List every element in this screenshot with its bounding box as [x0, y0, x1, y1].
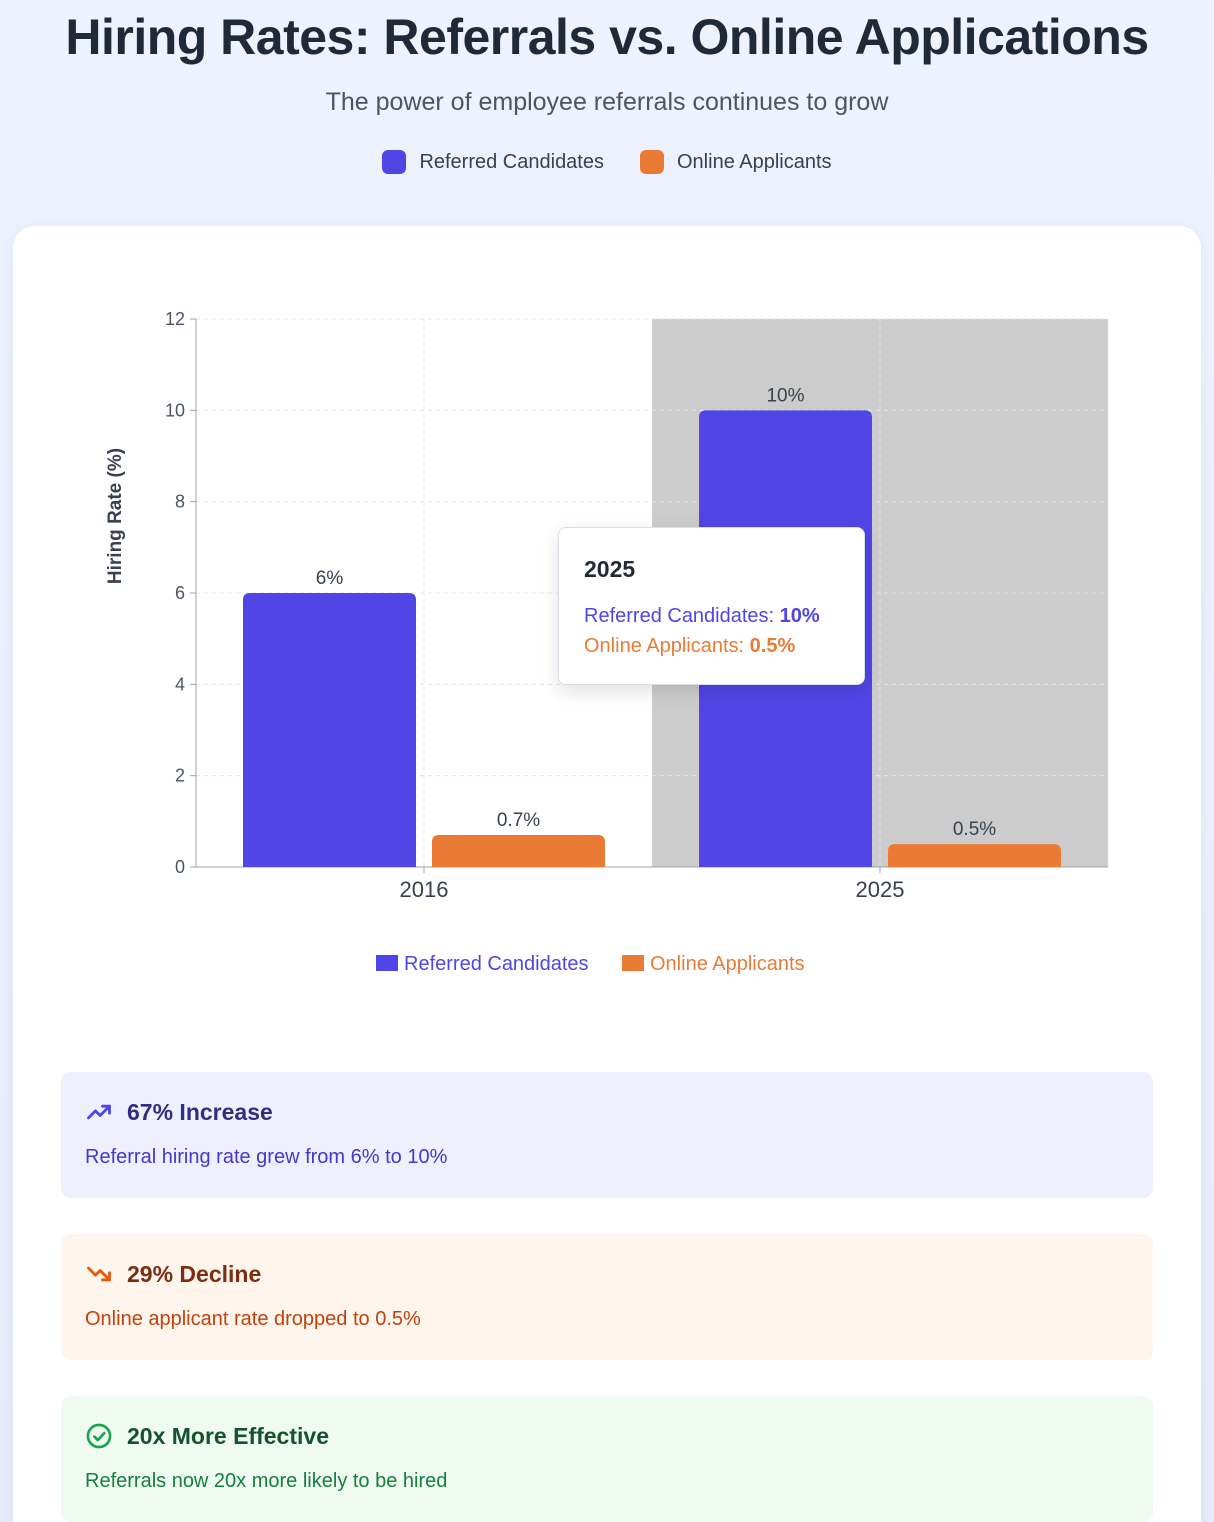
chart-card: 0 2 4 6 8 10 12 Hiring Rate (%) 2016 2025 6% 10% 0.7… [13, 226, 1201, 1522]
data-label: 0.5% [953, 819, 996, 840]
tooltip-title: 2025 [584, 556, 636, 582]
x-tick-label: 2016 [400, 877, 449, 902]
insight-card-increase: 67% Increase Referral hiring rate grew f… [61, 1072, 1153, 1198]
y-tick-label: 10 [165, 400, 185, 420]
bar-chart: 0 2 4 6 8 10 12 Hiring Rate (%) 2016 2025 6% 10% 0.7… [105, 309, 1109, 975]
y-axis-label: Hiring Rate (%) [105, 448, 126, 584]
tooltip-row-referred: Referred Candidates: 10% [584, 601, 839, 631]
legend-swatch [622, 955, 644, 971]
trending-down-icon [87, 1266, 111, 1282]
legend-label: Online Applicants [650, 953, 805, 975]
top-legend: Referred Candidates Online Applicants [0, 150, 1214, 174]
insight-title: 67% Increase [127, 1098, 273, 1125]
data-label: 6% [316, 568, 344, 589]
insight-text: Referrals now 20x more likely to be hire… [85, 1470, 448, 1492]
tooltip-label-referred: Referred Candidates: [584, 605, 780, 627]
tooltip-label-online: Online Applicants: [584, 635, 750, 657]
legend-label: Referred Candidates [404, 953, 589, 975]
tooltip-value-online: 0.5% [749, 635, 796, 657]
y-tick-label: 0 [175, 857, 185, 877]
insight-text: Referral hiring rate grew from 6% to 10% [85, 1146, 448, 1168]
bar-online-2016 [432, 835, 605, 867]
top-legend-item-referred[interactable]: Referred Candidates [382, 150, 604, 174]
trending-up-icon [87, 1104, 111, 1120]
page-title: Hiring Rates: Referrals vs. Online Appli… [65, 9, 1149, 65]
check-circle-icon [86, 1423, 112, 1449]
legend-swatch [376, 955, 398, 971]
y-tick-label: 4 [175, 674, 185, 694]
data-label: 0.7% [497, 810, 540, 831]
x-tick-label: 2025 [856, 877, 905, 902]
legend-swatch-referred [382, 150, 407, 174]
chart-tooltip: 2025 Referred Candidates: 10% Online App… [558, 527, 865, 685]
tooltip-value-referred: 10% [779, 605, 820, 627]
tooltip-row-online: Online Applicants: 0.5% [584, 631, 839, 661]
legend-label-referred: Referred Candidates [419, 150, 604, 173]
insight-text: Online applicant rate dropped to 0.5% [85, 1308, 421, 1330]
bar-online-2025 [888, 844, 1061, 867]
y-tick-label: 2 [175, 766, 185, 786]
insight-title: 29% Decline [127, 1260, 262, 1287]
page-subtitle: The power of employee referrals continue… [325, 88, 889, 116]
legend-swatch-online [640, 150, 664, 174]
bar-referred-2016 [243, 593, 416, 867]
data-label: 10% [766, 385, 804, 406]
y-tick-label: 12 [165, 309, 185, 329]
y-tick-label: 6 [175, 583, 185, 603]
legend-label-online: Online Applicants [677, 150, 832, 173]
insight-card-decline: 29% Decline Online applicant rate droppe… [61, 1234, 1153, 1360]
insight-card-effective: 20x More Effective Referrals now 20x mor… [61, 1396, 1153, 1522]
insight-title: 20x More Effective [127, 1422, 329, 1449]
y-tick-label: 8 [175, 492, 185, 512]
top-legend-item-online[interactable]: Online Applicants [640, 150, 832, 174]
